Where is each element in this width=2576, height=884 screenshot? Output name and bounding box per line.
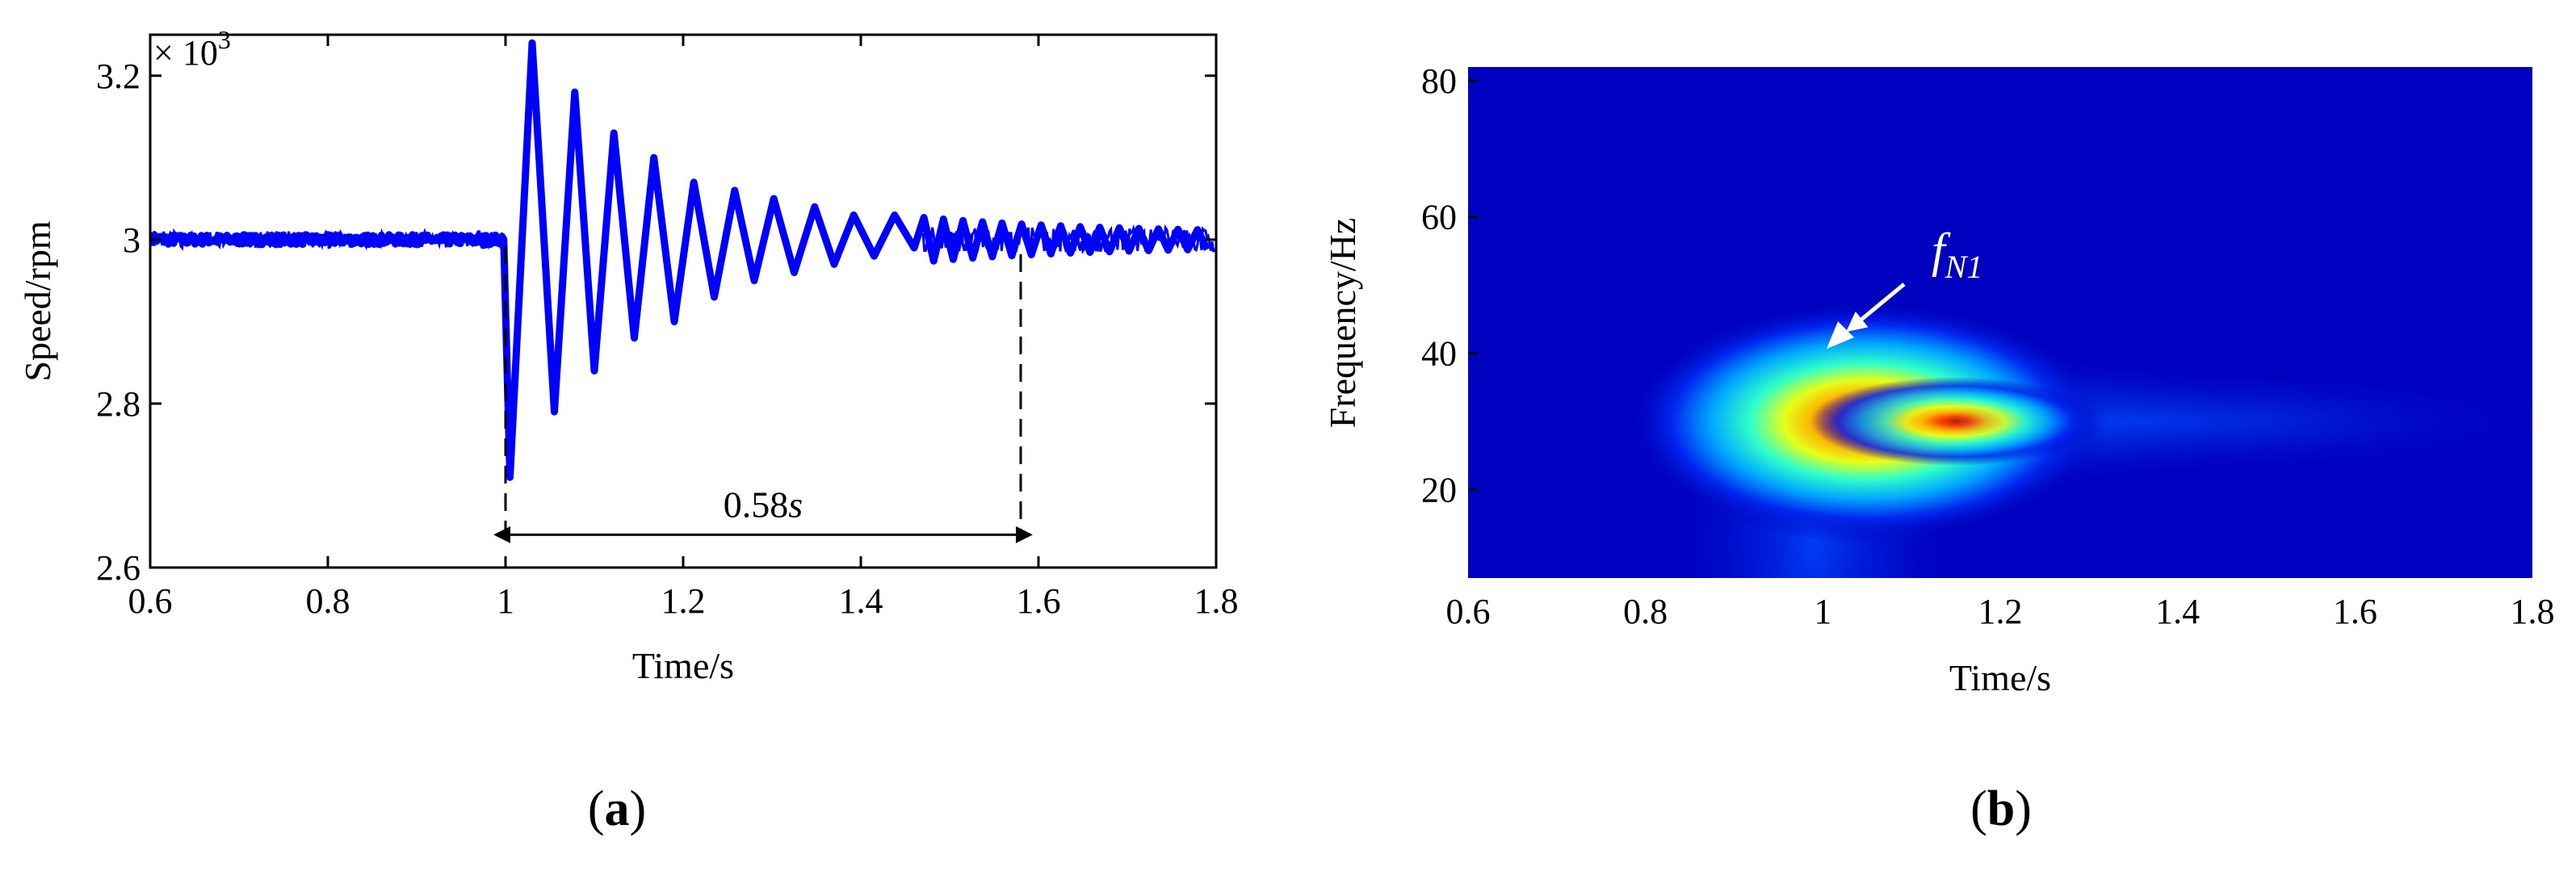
x-tick-label: 1.4	[2155, 592, 2200, 631]
chart-b-heatmap	[1468, 67, 2532, 578]
panel-a-label: (a)	[588, 781, 646, 836]
chart-b-x-label: Time/s	[1949, 657, 2051, 698]
fn1-arrow-head	[1846, 311, 1869, 333]
chart-a-y-multiplier: × 103	[153, 25, 231, 73]
speed-series-line	[150, 39, 1211, 481]
heatmap-hotspot-tail	[1810, 376, 2101, 466]
x-tick-label: 0.8	[1623, 592, 1668, 631]
y-tick-label: 40	[1421, 333, 1457, 373]
chart-b-ticks: 0.6 0.8 1 1.2 1.4 1.6 1.8 20 40 60 80	[1421, 61, 2555, 631]
chart-a-y-label: Speed/rpm	[17, 220, 58, 382]
y-tick-label: 2.8	[96, 384, 141, 424]
x-tick-label: 0.6	[1446, 592, 1491, 631]
x-tick-label: 0.8	[306, 581, 350, 621]
chart-b: 0.6 0.8 1 1.2 1.4 1.6 1.8 20 40 60 80 fN1 Time/s F…	[1322, 61, 2555, 836]
chart-a-ticks: 0.6 0.8 1 1.2 1.4 1.6 1.8 2.6 2.8 3 3.2	[96, 35, 1239, 621]
x-tick-label: 1.8	[1194, 581, 1239, 621]
y-tick-label: 3	[123, 220, 141, 260]
chart-a-x-label: Time/s	[632, 645, 734, 686]
heatmap-layers	[1624, 285, 2532, 578]
chart-a-axes-box	[149, 33, 1218, 569]
fn1-label: fN1	[1932, 224, 1982, 285]
y-tick-label: 60	[1421, 198, 1457, 237]
y-tick-label: 80	[1421, 61, 1457, 101]
panel-b-label: (b)	[1970, 781, 2032, 836]
duration-label: 0.58s	[724, 484, 803, 525]
y-tick-label: 20	[1421, 470, 1457, 509]
y-tick-label: 3.2	[96, 57, 141, 96]
x-tick-label: 1	[497, 581, 514, 621]
chart-b-annotations: fN1	[1827, 224, 1982, 349]
x-tick-label: 1.6	[2333, 592, 2377, 631]
chart-a: 0.58s 0.6 0.8 1 1.2 1.4 1.6 1.8 2.6 2.8 3 3.2 × 10…	[17, 25, 1239, 836]
x-tick-label: 1.6	[1017, 581, 1061, 621]
x-tick-label: 1	[1814, 592, 1831, 631]
chart-b-y-label: Frequency/Hz	[1322, 218, 1363, 429]
x-tick-label: 0.6	[128, 581, 173, 621]
chart-a-annotations: 0.58s	[493, 245, 1033, 543]
speed-series-noise	[150, 228, 506, 252]
fn1-arrow-tip	[1827, 321, 1854, 349]
x-tick-label: 1.8	[2511, 592, 2555, 631]
x-tick-label: 1.4	[839, 581, 883, 621]
chart-a-plot-area	[150, 39, 1216, 481]
x-tick-label: 1.2	[1978, 592, 2023, 631]
speed-series-noise-tail	[921, 224, 1216, 255]
y-tick-label: 2.6	[96, 548, 141, 588]
x-tick-label: 1.2	[661, 581, 706, 621]
